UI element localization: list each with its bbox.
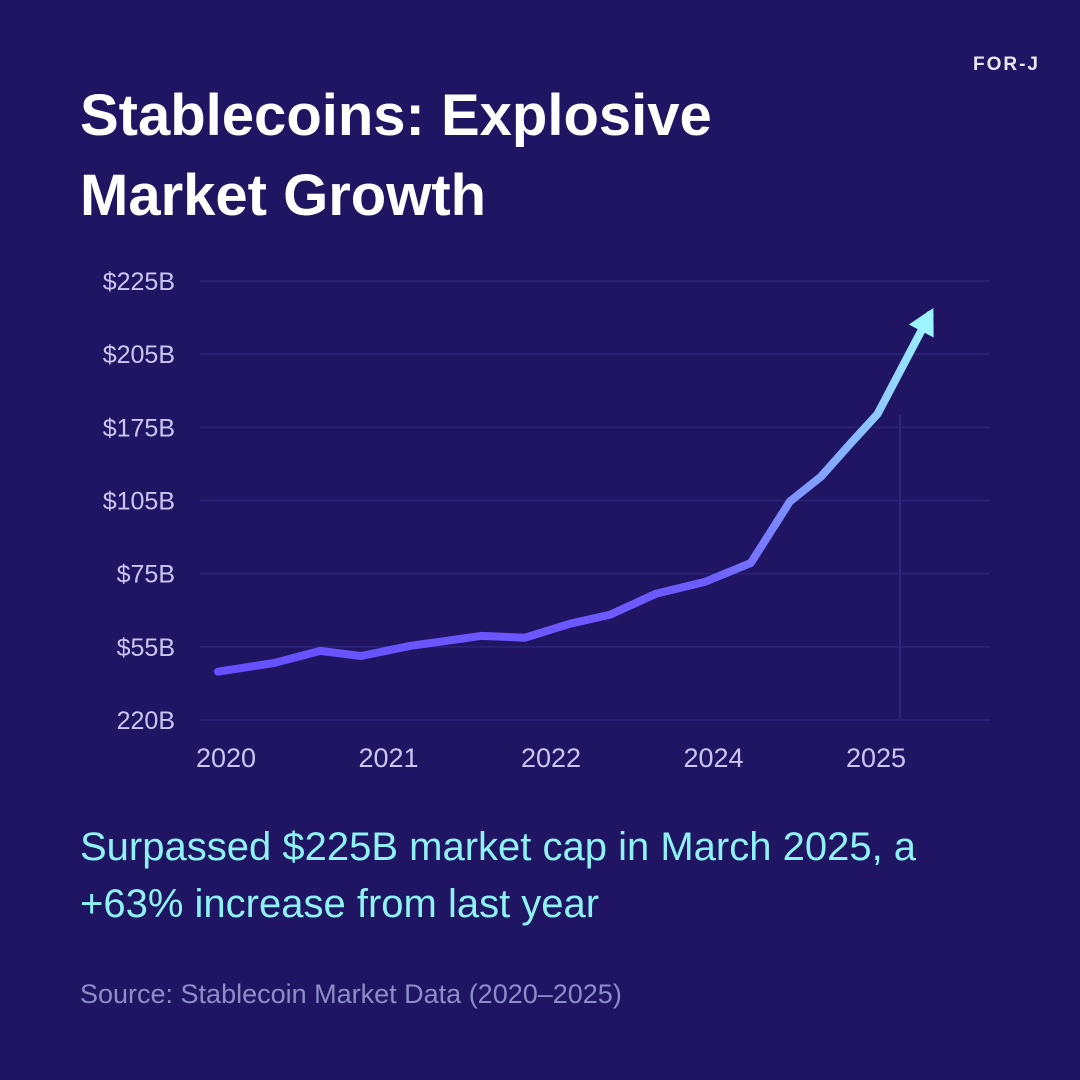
x-tick-label: 2022 [521,743,581,773]
y-tick-label: $175B [103,414,175,442]
text-line: Stablecoins: Explosive [80,83,712,148]
text-line: Surpassed $225B market cap in March 2025… [80,825,917,869]
logo: FOR-J [973,54,1040,75]
text-line: +63% increase from last year [80,882,599,926]
y-tick-label: $105B [103,488,175,516]
source: Source: Stablecoin Market Data (2020–202… [80,979,622,1009]
x-tick-label: 2025 [846,743,906,773]
y-tick-label: $55B [117,634,175,662]
x-tick-label: 2024 [683,743,743,773]
x-tick-label: 2021 [358,743,418,773]
chart-title: Stablecoins: Explosive Market Growth [80,83,712,228]
y-tick-label: $75B [117,561,175,589]
y-tick-label: $225B [103,268,175,296]
x-tick-label: 2020 [196,743,256,773]
arrow-head [908,307,934,338]
y-tick-label: 220B [117,707,175,735]
subtitle: Surpassed $225B market cap in March 2025… [80,825,917,926]
line [213,311,934,676]
text-line: Market Growth [80,163,486,228]
y-tick-label: $205B [103,341,175,369]
plot: $225B $205B $175B $105B $75B $55B 220B 2020 2021… [103,268,990,773]
